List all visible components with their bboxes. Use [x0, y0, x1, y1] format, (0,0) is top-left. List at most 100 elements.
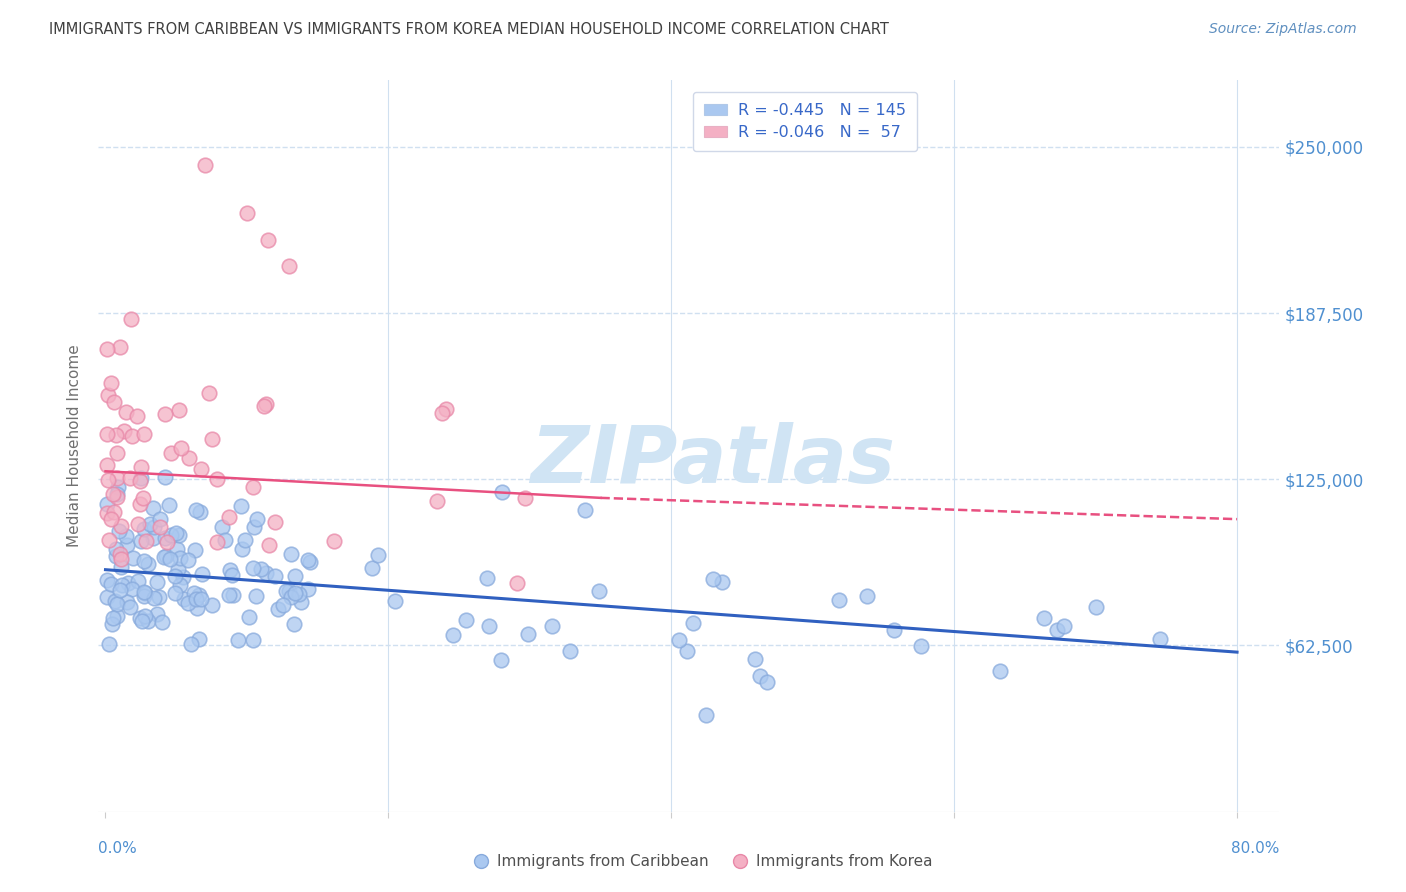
Point [97, 388, 120, 402]
Point [110, 519, 132, 533]
Point [177, 553, 200, 567]
Text: ZIPatlas: ZIPatlas [530, 422, 896, 500]
Point [142, 591, 165, 605]
Point [180, 637, 202, 651]
Point [114, 529, 136, 543]
Point [297, 582, 319, 597]
Point [278, 260, 301, 274]
Point [100, 577, 122, 591]
Point [128, 474, 150, 488]
Text: Source: ZipAtlas.com: Source: ZipAtlas.com [1209, 22, 1357, 37]
Point [155, 549, 177, 564]
Point [280, 547, 302, 561]
Point [129, 460, 152, 475]
Point [1084, 599, 1107, 614]
Point [122, 551, 145, 566]
Point [214, 533, 236, 547]
Point [183, 542, 205, 557]
Point [233, 533, 256, 547]
Point [120, 471, 142, 485]
Point [148, 590, 170, 604]
Point [187, 632, 209, 647]
Point [190, 591, 212, 606]
Point [384, 594, 406, 608]
Point [249, 562, 271, 576]
Point [115, 538, 138, 552]
Point [266, 601, 288, 615]
Point [97, 533, 120, 548]
Point [131, 491, 153, 506]
Point [121, 582, 143, 596]
Point [105, 598, 128, 612]
Point [167, 562, 190, 576]
Point [489, 653, 512, 667]
Point [134, 608, 156, 623]
Point [290, 595, 312, 609]
Point [145, 574, 167, 589]
Point [284, 568, 307, 582]
Point [129, 534, 152, 549]
Point [105, 445, 128, 459]
Point [149, 512, 172, 526]
Point [558, 644, 581, 658]
Point [238, 610, 260, 624]
Point [100, 512, 122, 526]
Point [828, 592, 851, 607]
Point [236, 206, 259, 220]
Point [96, 427, 118, 442]
Point [211, 520, 233, 534]
Point [100, 376, 122, 390]
Point [271, 598, 294, 612]
Point [218, 588, 240, 602]
Point [96, 342, 118, 356]
Point [454, 613, 477, 627]
Point [682, 615, 704, 630]
Point [134, 554, 156, 568]
Point [367, 548, 389, 562]
Point [169, 551, 191, 566]
Point [153, 408, 176, 422]
Point [1052, 619, 1074, 633]
Point [242, 632, 264, 647]
Point [516, 627, 538, 641]
Point [104, 542, 127, 557]
Point [105, 549, 128, 564]
Point [138, 516, 160, 531]
Point [134, 584, 156, 599]
Point [96, 506, 118, 520]
Point [101, 617, 124, 632]
Point [132, 523, 155, 537]
Point [105, 470, 128, 484]
Point [288, 587, 311, 601]
Point [186, 592, 208, 607]
Point [121, 312, 143, 326]
Point [231, 541, 253, 556]
Point [226, 632, 249, 647]
Point [1033, 611, 1056, 625]
Point [284, 586, 307, 600]
Point [186, 601, 208, 615]
Point [157, 499, 180, 513]
Point [297, 553, 319, 567]
Point [574, 502, 596, 516]
Point [254, 566, 277, 580]
Point [702, 572, 724, 586]
Point [218, 510, 240, 524]
Point [188, 588, 211, 602]
Point [134, 586, 156, 600]
Text: IMMIGRANTS FROM CARIBBEAN VS IMMIGRANTS FROM KOREA MEDIAN HOUSEHOLD INCOME CORRE: IMMIGRANTS FROM CARIBBEAN VS IMMIGRANTS … [49, 22, 889, 37]
Point [477, 571, 499, 585]
Point [221, 568, 243, 582]
Point [588, 584, 610, 599]
Point [104, 594, 127, 608]
Point [97, 636, 120, 650]
Point [160, 528, 183, 542]
Point [280, 591, 302, 605]
Point [668, 633, 690, 648]
Point [205, 535, 228, 549]
Point [177, 596, 200, 610]
Point [856, 589, 879, 603]
Point [132, 589, 155, 603]
Point [166, 542, 188, 557]
Point [118, 600, 141, 615]
